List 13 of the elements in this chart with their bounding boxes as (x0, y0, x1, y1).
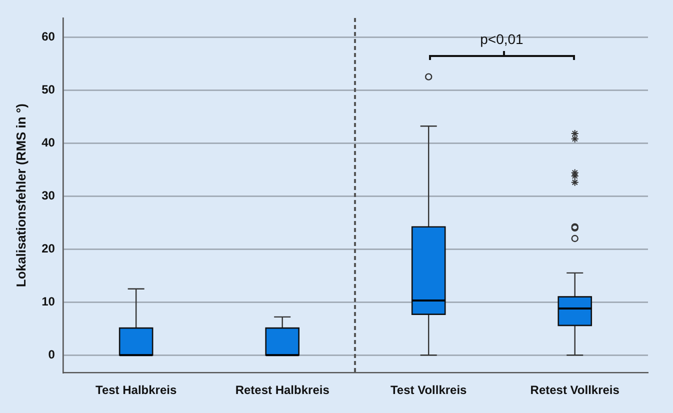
annotation: p<0,01 (480, 31, 524, 47)
x-tick-label: Retest Vollkreis (530, 383, 620, 398)
y-tick-label: 60 (42, 29, 56, 44)
y-tick-label: 40 (42, 135, 56, 150)
y-tick-label: 0 (48, 347, 56, 362)
x-tick-label: Test Halbkreis (96, 383, 177, 398)
y-tick-label: 50 (42, 82, 56, 96)
x-tick-label: Test Vollkreis (390, 383, 468, 398)
y-axis-title: Lokalisationsfehler (RMS in °) (13, 103, 28, 288)
y-tick-label: 20 (42, 241, 56, 256)
x-tick-label: Retest Halbkreis (235, 383, 330, 398)
y-tick-label: 10 (42, 294, 56, 308)
y-tick-label: 30 (42, 188, 56, 202)
